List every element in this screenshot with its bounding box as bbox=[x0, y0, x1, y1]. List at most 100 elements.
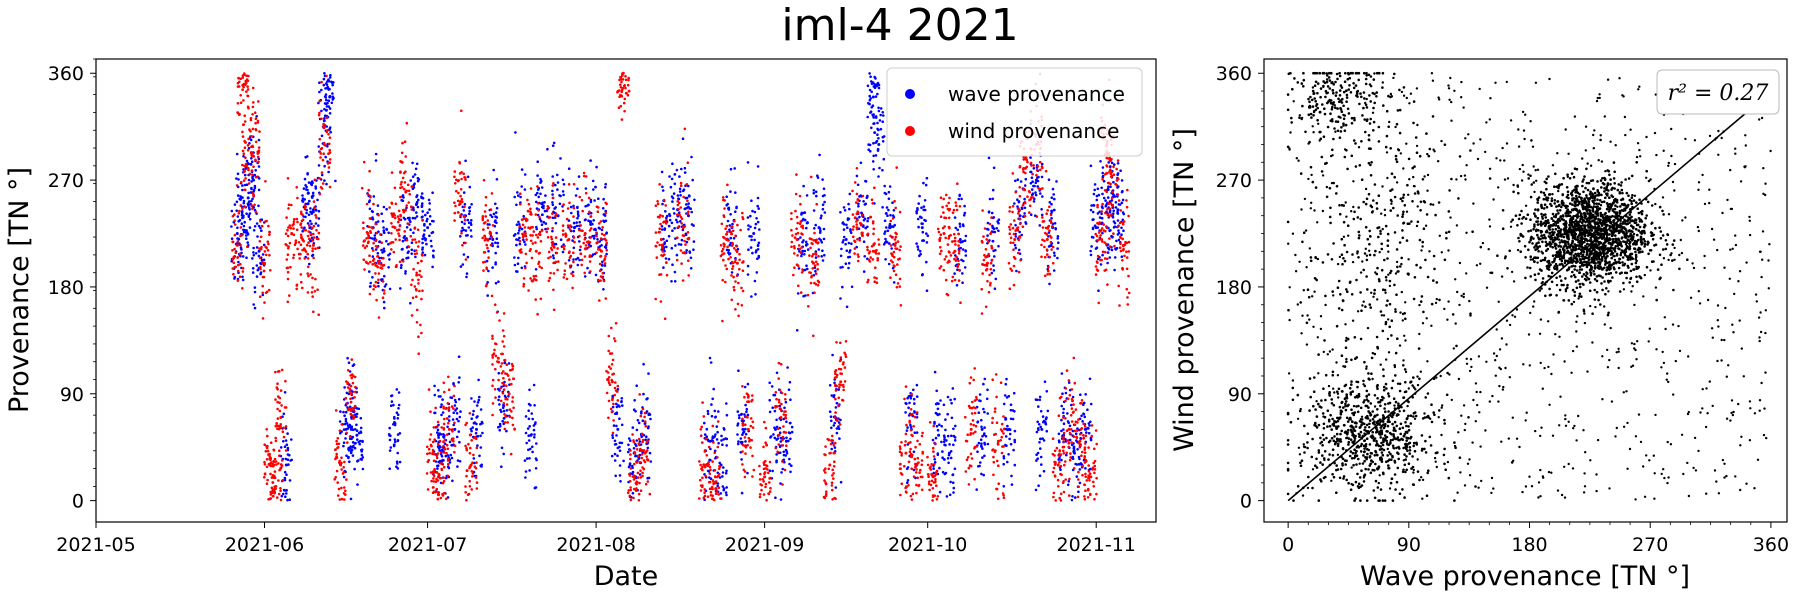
wave-point bbox=[727, 207, 730, 210]
wave-point bbox=[885, 226, 888, 229]
wave-point bbox=[285, 443, 289, 447]
wave-point bbox=[252, 229, 256, 232]
wave-point bbox=[667, 234, 671, 238]
wave-point bbox=[752, 232, 756, 235]
wind-point bbox=[489, 208, 493, 211]
wave-point bbox=[882, 243, 886, 246]
wave-point bbox=[346, 427, 350, 430]
wave-point bbox=[253, 225, 257, 228]
wave-point bbox=[288, 479, 292, 482]
wave-point bbox=[552, 141, 556, 145]
wave-point bbox=[876, 127, 879, 131]
wind-point bbox=[524, 252, 528, 256]
wind-point bbox=[832, 444, 836, 447]
wind-point bbox=[832, 477, 835, 480]
wind-point bbox=[566, 207, 570, 210]
wind-point bbox=[368, 292, 372, 296]
wave-point bbox=[436, 464, 439, 468]
wind-point bbox=[328, 148, 332, 152]
wave-point bbox=[327, 170, 330, 174]
wave-point bbox=[986, 412, 989, 415]
wave-point bbox=[477, 378, 480, 382]
wind-point bbox=[724, 264, 727, 267]
wind-point bbox=[654, 297, 657, 301]
wave-point bbox=[1047, 178, 1051, 181]
wind-point bbox=[497, 378, 500, 382]
wind-point bbox=[510, 382, 513, 386]
wind-point bbox=[259, 235, 263, 239]
wind-point bbox=[752, 468, 756, 472]
wave-point bbox=[308, 262, 311, 266]
wave-point bbox=[466, 255, 470, 259]
wave-point bbox=[884, 237, 887, 241]
wave-point bbox=[353, 467, 356, 471]
wave-point bbox=[729, 167, 733, 171]
wave-point bbox=[479, 434, 482, 438]
wind-point bbox=[271, 495, 275, 498]
wave-point bbox=[411, 175, 415, 178]
wind-point bbox=[572, 236, 576, 239]
wave-point bbox=[346, 424, 350, 428]
wind-point bbox=[742, 468, 746, 472]
wind-point bbox=[459, 194, 462, 198]
wind-point bbox=[263, 476, 266, 479]
wave-point bbox=[916, 245, 920, 249]
wind-point bbox=[278, 409, 282, 413]
wave-point bbox=[1076, 448, 1079, 451]
wave-point bbox=[342, 444, 345, 448]
wave-point bbox=[722, 466, 725, 469]
wind-point bbox=[809, 271, 812, 275]
wave-point bbox=[954, 226, 958, 230]
wave-point bbox=[883, 191, 887, 195]
wave-point bbox=[461, 226, 464, 230]
wind-point bbox=[765, 443, 768, 447]
wave-point bbox=[494, 202, 497, 206]
wind-point bbox=[581, 209, 584, 213]
wind-point bbox=[400, 151, 404, 155]
wind-point bbox=[393, 186, 397, 190]
time-series-panel: 2021-05 2021-06 2021-07 2021-08 2021-09 2021-… bbox=[4, 58, 1157, 592]
wave-point bbox=[446, 465, 450, 469]
wind-point bbox=[538, 251, 541, 255]
wind-point bbox=[295, 217, 299, 221]
wave-point bbox=[1072, 445, 1076, 449]
wind-point bbox=[546, 227, 550, 230]
wind-point bbox=[619, 83, 622, 86]
wave-point bbox=[918, 254, 921, 258]
wave-point bbox=[779, 482, 782, 485]
wind-point bbox=[794, 232, 798, 236]
wave-point bbox=[1045, 416, 1048, 419]
wind-point bbox=[431, 448, 435, 452]
wind-point bbox=[831, 468, 834, 472]
wind-point bbox=[589, 270, 592, 273]
wind-point bbox=[643, 420, 647, 423]
wind-point bbox=[446, 474, 450, 478]
wave-point bbox=[576, 205, 579, 209]
wind-point bbox=[578, 234, 581, 238]
wave-point bbox=[888, 242, 891, 245]
wave-point bbox=[594, 273, 598, 277]
wave-point bbox=[393, 417, 396, 420]
wave-point bbox=[331, 83, 335, 87]
wind-point bbox=[455, 189, 458, 193]
wave-point bbox=[421, 210, 425, 213]
wave-point bbox=[421, 241, 424, 245]
wind-point bbox=[612, 419, 615, 422]
wave-point bbox=[820, 214, 823, 217]
wave-point bbox=[790, 464, 793, 468]
wind-point bbox=[699, 428, 703, 431]
wave-point bbox=[789, 398, 792, 402]
wave-point bbox=[359, 457, 363, 461]
wave-point bbox=[1112, 226, 1116, 229]
wave-point bbox=[320, 88, 323, 92]
wave-point bbox=[835, 431, 839, 435]
wind-point bbox=[288, 241, 292, 245]
wind-point bbox=[813, 281, 816, 285]
wave-point bbox=[757, 241, 761, 245]
wave-point bbox=[1071, 495, 1074, 498]
wave-point bbox=[789, 470, 792, 474]
wave-point bbox=[314, 222, 318, 225]
wave-point bbox=[1082, 412, 1086, 416]
wave-point bbox=[922, 181, 925, 185]
wind-point bbox=[259, 219, 262, 223]
